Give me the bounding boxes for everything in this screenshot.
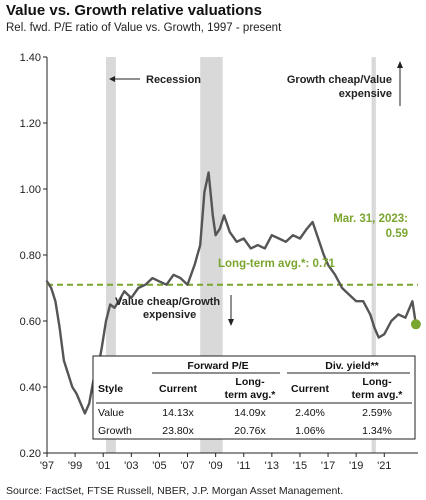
table-cell: Value <box>98 407 124 419</box>
table-cell: 23.80x <box>162 425 194 437</box>
chart-title: Value vs. Growth relative valuations <box>6 2 262 19</box>
x-tick-label: '13 <box>265 460 279 472</box>
y-tick-label: 0.80 <box>20 250 41 262</box>
growth-cheap-label-2: expensive <box>339 88 392 100</box>
x-tick-label: '15 <box>293 460 307 472</box>
up-arrowhead <box>397 61 403 68</box>
down-arrowhead <box>228 319 234 326</box>
table-col-avg-dy-1: Long- <box>362 376 392 388</box>
table-cell: 14.13x <box>162 407 194 419</box>
y-tick-label: 1.40 <box>20 52 41 64</box>
current-label-2: 0.59 <box>386 228 408 240</box>
y-tick-label: 1.20 <box>20 118 41 130</box>
table-col-avg-pe-1: Long- <box>235 376 265 388</box>
source-note: Source: FactSet, FTSE Russell, NBER, J.P… <box>6 485 344 497</box>
chart-subtitle: Rel. fwd. P/E ratio of Value vs. Growth,… <box>6 22 282 34</box>
x-tick-label: '17 <box>321 460 335 472</box>
x-tick-label: '03 <box>124 460 138 472</box>
x-tick-label: '97 <box>40 460 54 472</box>
table-cell: Growth <box>98 425 132 437</box>
recession-label: Recession <box>146 74 201 86</box>
table-group-forward-pe: Forward P/E <box>187 360 248 372</box>
table-cell: 2.59% <box>362 407 392 419</box>
x-tick-label: '11 <box>237 460 251 472</box>
x-tick-label: '05 <box>152 460 166 472</box>
table-col-style: Style <box>98 383 123 395</box>
y-tick-label: 0.40 <box>20 382 41 394</box>
table-cell: 2.40% <box>295 407 325 419</box>
x-tick-label: '21 <box>377 460 391 472</box>
recession-band <box>200 57 223 453</box>
valuation-table: Forward P/E Div. yield** Style Current L… <box>92 355 416 440</box>
table-col-current-dy: Current <box>291 383 329 395</box>
table-cell: 20.76x <box>234 425 266 437</box>
x-tick-label: '07 <box>180 460 194 472</box>
table-col-current-pe: Current <box>159 383 197 395</box>
y-tick-label: 0.60 <box>20 316 41 328</box>
x-tick-label: '01 <box>96 460 110 472</box>
value-cheap-label-1: Value cheap/Growth <box>115 296 220 308</box>
y-tick-label: 0.20 <box>20 448 41 460</box>
growth-cheap-label-1: Growth cheap/Value <box>287 74 392 86</box>
table-cell: 1.34% <box>362 425 392 437</box>
current-value-point <box>410 319 421 330</box>
x-tick-label: '09 <box>208 460 222 472</box>
x-tick-label: '19 <box>349 460 363 472</box>
table-col-avg-dy-2: term avg.* <box>352 389 404 401</box>
value-cheap-label-2: expensive <box>143 309 196 321</box>
table-cell: 14.09x <box>234 407 266 419</box>
recession-band <box>106 57 116 453</box>
axes: 0.20 0.40 0.60 0.80 1.00 1.20 1.40 '97 '99 '01 '03… <box>20 52 418 472</box>
table-col-avg-pe-2: term avg.* <box>225 389 277 401</box>
recession-bands <box>106 57 376 453</box>
table-frame <box>92 355 416 440</box>
recession-arrowhead <box>109 76 115 82</box>
x-tick-label: '99 <box>68 460 82 472</box>
long-term-avg-label: Long-term avg.*: 0.71 <box>218 258 336 270</box>
y-tick-label: 1.00 <box>20 184 41 196</box>
current-label-1: Mar. 31, 2023: <box>333 213 408 225</box>
table-group-div-yield: Div. yield** <box>325 360 379 372</box>
recession-band <box>371 57 376 453</box>
table-cell: 1.06% <box>295 425 325 437</box>
